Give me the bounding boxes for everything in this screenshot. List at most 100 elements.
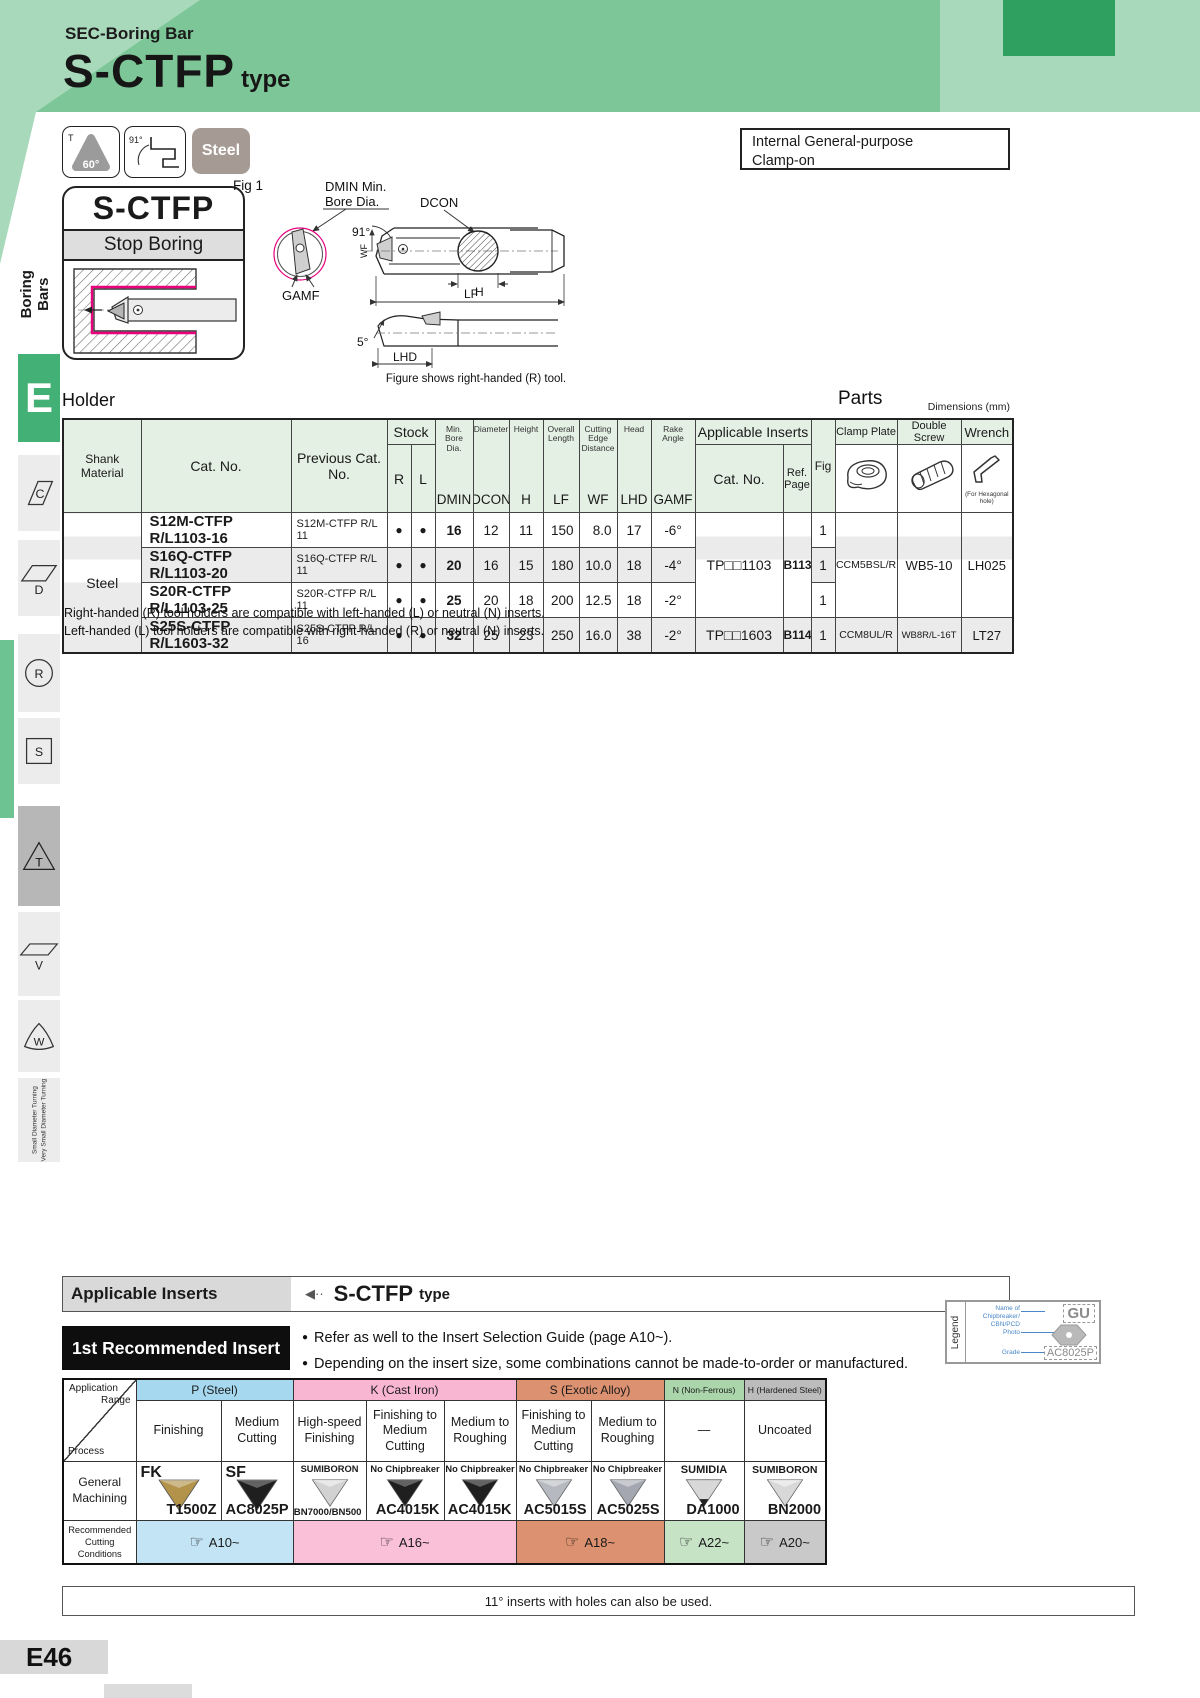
chipbreaker-tag: No Chipbreaker <box>370 1464 440 1474</box>
insert-triangle-icon <box>386 1479 424 1507</box>
square-s-icon: S <box>25 737 53 765</box>
col-gamf: Rake Angle GAMF <box>650 418 696 513</box>
chipbreaker-tag: SF <box>225 1464 246 1481</box>
insert-cat-no-cell: TP□□1103 <box>694 512 784 618</box>
product-box: S-CTFP Stop Boring <box>62 186 245 360</box>
usage-line2: Clamp-on <box>752 152 815 169</box>
process-cell: Uncoated <box>743 1400 827 1462</box>
col-stock-r: R <box>386 444 412 513</box>
sidebar-footer-line1: Small Diameter Turning <box>30 1086 38 1154</box>
dmin-cell: 25 <box>434 582 474 618</box>
table-row: Steel S12M-CTFP R/L1103-16 S12M-CTFP R/L… <box>62 512 1014 654</box>
double-screw-image-cell <box>896 444 962 513</box>
corner-process: Process <box>68 1446 105 1457</box>
svg-text:91°: 91° <box>129 135 143 145</box>
bullet-icon: ● <box>302 1358 309 1369</box>
lf-cell: 250 <box>542 617 580 654</box>
prev-cat-no-cell: S20R-CTFP R/L 11 <box>290 582 388 618</box>
col-applicable-inserts: Applicable Inserts <box>694 418 812 445</box>
sidebar-group-label: Boring Bars <box>8 250 62 338</box>
shank-material-cell: Steel <box>62 512 142 654</box>
stock-l-dot: ● <box>410 512 436 548</box>
insert-cell: No Chipbreaker AC4015K <box>443 1461 517 1521</box>
clamp-plate-image-cell <box>834 444 898 513</box>
chipbreaker-tag: FK <box>140 1464 162 1481</box>
lhd-cell: 17 <box>616 512 652 548</box>
insert-cell: No Chipbreaker AC5025S <box>590 1461 665 1521</box>
bottom-note-text: 11° inserts with holes can also be used. <box>484 1593 713 1609</box>
col-clamp-plate: Clamp Plate <box>834 418 898 445</box>
sidebar-group-line1: Boring <box>17 269 35 319</box>
col-h-code: H <box>521 492 531 507</box>
gamf-cell: -4° <box>650 547 696 583</box>
dimensions-note: Dimensions (mm) <box>927 401 1010 413</box>
sidebar-item-t: T <box>18 806 60 906</box>
cutting-page-ref: A22~ <box>698 1535 730 1550</box>
footer-strip <box>104 1684 192 1698</box>
pointer-icon: ☞ <box>379 1534 394 1551</box>
parts-heading: Parts <box>838 388 883 409</box>
col-stock: Stock <box>386 418 436 445</box>
parallelogram-c-icon: C <box>27 480 54 506</box>
sidebar-footer-line2: Very Small Diameter Turning <box>40 1078 48 1162</box>
process-cell: High-speed Finishing <box>292 1400 367 1462</box>
col-h: Height H <box>508 418 544 513</box>
insert-triangle-icon <box>461 1479 499 1507</box>
fig-cell: 1 <box>810 512 836 548</box>
insert-type-name: S-CTFP <box>333 1281 414 1306</box>
page-title-main: S-CTFP <box>63 45 236 97</box>
chipbreaker-tag: SUMIDIA <box>680 1464 728 1476</box>
col-wrench: Wrench <box>960 418 1014 445</box>
col-lf-desc: Overall Length <box>547 424 575 444</box>
process-cell: Medium to Roughing <box>590 1400 665 1462</box>
legend-name-l1: Name of <box>995 1305 1020 1312</box>
legend-name-l3: CBN/PCD <box>990 1321 1020 1329</box>
insert-triangle-icon <box>157 1479 200 1511</box>
fig-cell: 1 <box>810 547 836 583</box>
col-dmin-code: DMIN <box>436 492 472 507</box>
cutting-conditions-cell: ☞ A10~ <box>135 1520 294 1565</box>
dmin-cell: 20 <box>434 547 474 583</box>
holder-table: Shank Material Cat. No. Previous Cat. No… <box>62 418 1015 654</box>
group-k-cast-iron: K (Cast Iron) <box>292 1378 517 1401</box>
insert-bullet-2: ● Depending on the insert size, some comb… <box>302 1356 908 1372</box>
clamp-plate-icon <box>847 460 887 490</box>
page-title-suffix: type <box>241 66 291 93</box>
banner <box>0 0 1200 112</box>
dmin-cell: 16 <box>434 512 474 548</box>
stock-r-dot: ● <box>386 512 412 548</box>
insert-shape-badge: T 60° <box>62 126 120 178</box>
wf-cell: 16.0 <box>578 617 618 654</box>
insert-selection-table: Application Range Process P (Steel) K (C… <box>62 1378 828 1565</box>
lf-cell: 150 <box>542 512 580 548</box>
process-cell: Medium Cutting <box>220 1400 294 1462</box>
lf-cell: 200 <box>542 582 580 618</box>
insert-type-suffix: type <box>419 1285 450 1303</box>
holder-note-1: Right-handed (R) tool holders are compat… <box>64 606 545 620</box>
h-label: H <box>475 285 484 299</box>
cutting-page-ref: A16~ <box>398 1535 430 1550</box>
holder-note-2: Left-handed (L) tool holders are compati… <box>64 624 545 638</box>
grade-label: AC8025P <box>225 1502 289 1518</box>
page-title: S-CTFP type <box>63 44 290 98</box>
sidebar-item-w: W <box>18 1000 60 1072</box>
col-gamf-code: GAMF <box>653 492 693 507</box>
parallelogram-v-icon: V <box>19 943 59 973</box>
gamf-label: GAMF <box>282 288 320 303</box>
fig1-caption: Figure shows right-handed (R) tool. <box>386 373 566 385</box>
cutting-page-ref: A20~ <box>779 1535 810 1550</box>
stop-boring-diagram <box>73 268 237 354</box>
legend-insert-photo <box>1051 1324 1087 1346</box>
lhd-cell: 18 <box>616 582 652 618</box>
gamf-cell: -2° <box>650 582 696 618</box>
dcon-cell: 20 <box>472 582 510 618</box>
sidebar-section-letter: E <box>24 374 53 421</box>
sidebar-item-c: C <box>18 455 60 531</box>
legend-body: Name of Chipbreaker/ CBN/PCD Photo Grade… <box>966 1302 1099 1362</box>
insert-bullet-2-text: Depending on the insert size, some combi… <box>314 1356 909 1372</box>
sidebar-green-strip <box>0 640 14 818</box>
profile-91-icon: 91° <box>129 135 179 168</box>
group-p-steel: P (Steel) <box>135 1378 294 1401</box>
wf-cell: 12.5 <box>578 582 618 618</box>
group-n-non-ferrous: N (Non-Ferrous) <box>663 1378 745 1401</box>
